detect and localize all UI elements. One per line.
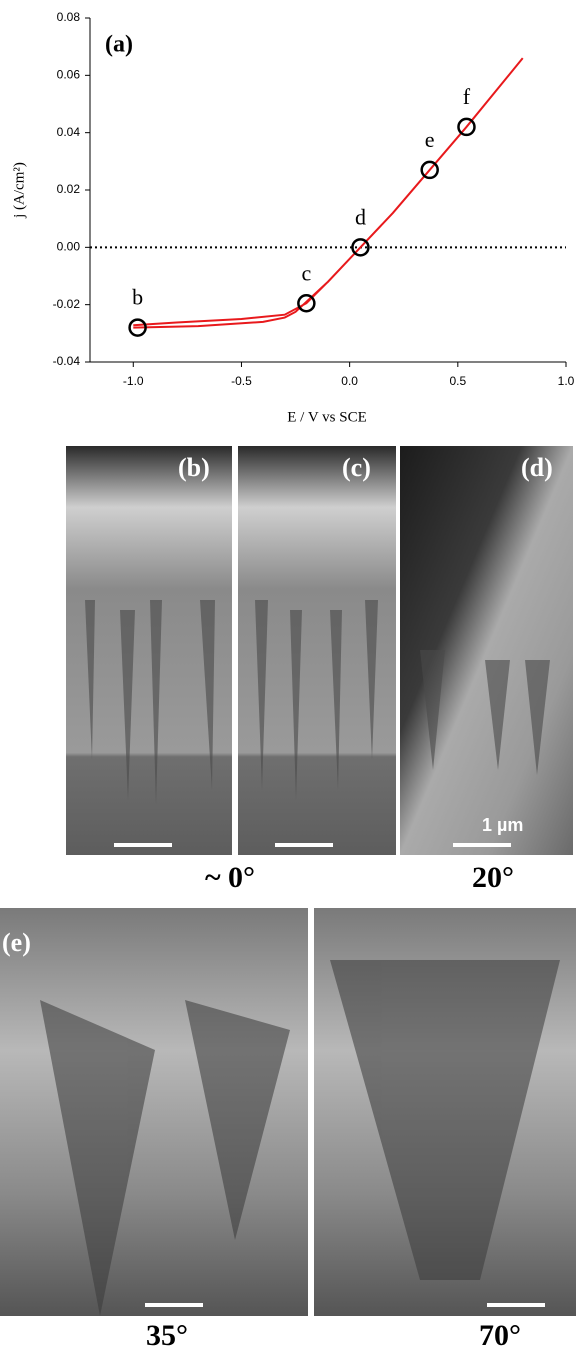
y-axis-label: j (A/cm²) bbox=[11, 162, 27, 219]
y-tick-label: 0.08 bbox=[57, 10, 81, 24]
panel-label: (a) bbox=[105, 32, 133, 58]
x-tick-label: -0.5 bbox=[231, 374, 252, 388]
angle-label: ~ 0° bbox=[205, 861, 255, 894]
pores bbox=[85, 600, 550, 805]
angle-label: 35° bbox=[146, 1319, 188, 1352]
marker-label: f bbox=[463, 84, 471, 109]
panel-label: (b) bbox=[178, 453, 210, 482]
x-tick-label: 1.0 bbox=[558, 374, 575, 388]
x-tick-label: 0.5 bbox=[449, 374, 466, 388]
y-tick-label: 0.02 bbox=[57, 182, 81, 196]
marker bbox=[297, 293, 316, 313]
marker-label: c bbox=[301, 260, 311, 285]
x-tick-label: -1.0 bbox=[123, 374, 144, 388]
x-tick-label: 0.0 bbox=[341, 374, 358, 388]
angle-label: 20° bbox=[472, 861, 514, 894]
y-tick-label: -0.02 bbox=[53, 297, 81, 311]
line bbox=[133, 57, 524, 329]
marker bbox=[457, 117, 476, 137]
marker-label: e bbox=[425, 127, 435, 152]
angle-label: 70° bbox=[479, 1319, 521, 1352]
axis bbox=[89, 18, 566, 363]
marker-label: d bbox=[355, 204, 366, 229]
y-tick-label: 0.06 bbox=[57, 68, 81, 82]
marker-label: b bbox=[132, 285, 143, 310]
marker bbox=[351, 238, 370, 257]
panel-label: (c) bbox=[342, 453, 371, 482]
y-tick-label: -0.04 bbox=[53, 354, 81, 368]
panel-label: (e) bbox=[2, 928, 31, 957]
panel-label: (d) bbox=[521, 453, 553, 482]
y-tick-label: 0.00 bbox=[57, 240, 81, 254]
marker bbox=[420, 160, 439, 180]
marker bbox=[128, 318, 147, 337]
sem-images: (b) (c) (d) (e) 1 µm ~ 0° 20° 35° 70° bbox=[0, 446, 576, 1352]
x-axis-label: E / V vs SCE bbox=[287, 409, 366, 425]
scale-label: 1 µm bbox=[482, 815, 523, 835]
scale-bars bbox=[114, 843, 545, 1307]
y-tick-label: 0.04 bbox=[57, 125, 81, 139]
cones bbox=[40, 960, 560, 1316]
